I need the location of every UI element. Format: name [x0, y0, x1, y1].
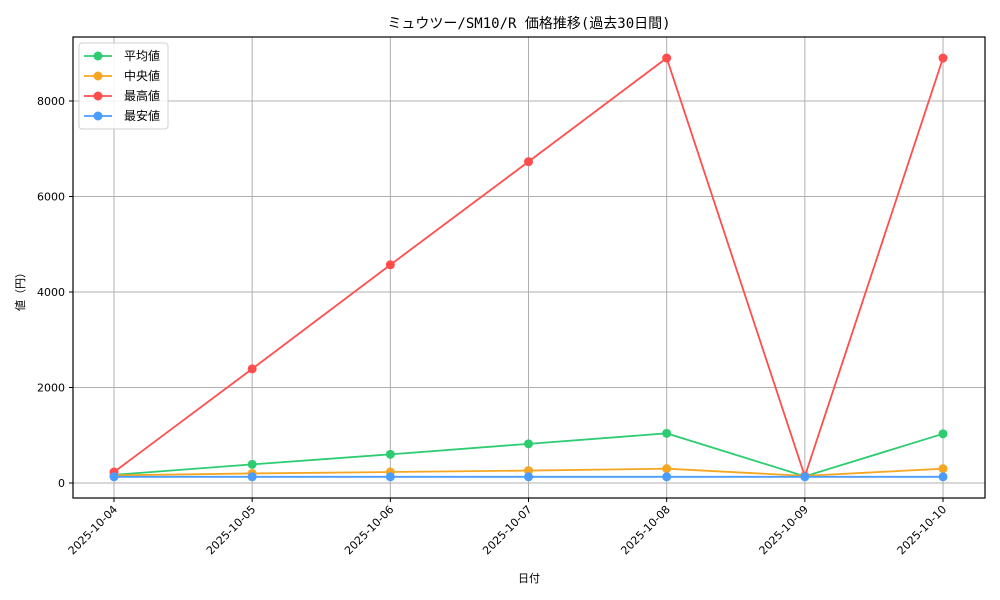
y-tick-label: 8000 [37, 95, 65, 108]
y-tick-label: 6000 [37, 191, 65, 204]
data-point-marker [247, 459, 257, 469]
data-point-marker [109, 472, 119, 482]
data-point-marker [524, 157, 534, 167]
data-point-marker [385, 472, 395, 482]
data-point-marker [662, 472, 672, 482]
legend-box [78, 42, 169, 130]
y-tick-label: 4000 [37, 286, 65, 299]
data-point-marker [662, 53, 672, 63]
legend-item: 中央値 [84, 68, 160, 83]
legend-label: 平均値 [124, 48, 160, 63]
legend-label: 中央値 [124, 68, 160, 83]
data-point-marker [524, 466, 534, 476]
y-axis-ticks: 0 2000 4000 6000 8000 [37, 95, 73, 490]
data-point-marker [800, 472, 810, 482]
data-point-marker [524, 439, 534, 449]
y-axis-label: 値（円） [14, 267, 27, 311]
legend-item: 平均値 [84, 48, 160, 63]
data-point-marker [247, 364, 257, 374]
data-point-marker [938, 472, 948, 482]
legend-item: 最安値 [84, 108, 160, 123]
data-point-marker [385, 449, 395, 459]
data-series [109, 53, 948, 482]
data-point-marker [662, 464, 672, 474]
legend-marker-icon [93, 71, 103, 81]
data-point-marker [662, 428, 672, 438]
data-point-marker [385, 260, 395, 270]
y-tick-label: 2000 [37, 382, 65, 395]
data-point-marker [938, 429, 948, 439]
data-point-marker [524, 472, 534, 482]
legend-marker-icon [93, 51, 103, 61]
data-point-marker [938, 464, 948, 474]
legend-label: 最安値 [124, 108, 160, 123]
data-point-marker [938, 53, 948, 63]
legend-marker-icon [93, 91, 103, 101]
legend-item: 最高値 [84, 88, 160, 103]
chart-title: ミュウツー/SM10/R 価格推移(過去30日間) [387, 16, 670, 32]
x-axis-label: 日付 [518, 572, 540, 585]
series-line [109, 472, 948, 482]
data-point-marker [247, 472, 257, 482]
legend-marker-icon [93, 111, 103, 121]
y-tick-label: 0 [58, 477, 65, 490]
legend-label: 最高値 [124, 88, 160, 103]
